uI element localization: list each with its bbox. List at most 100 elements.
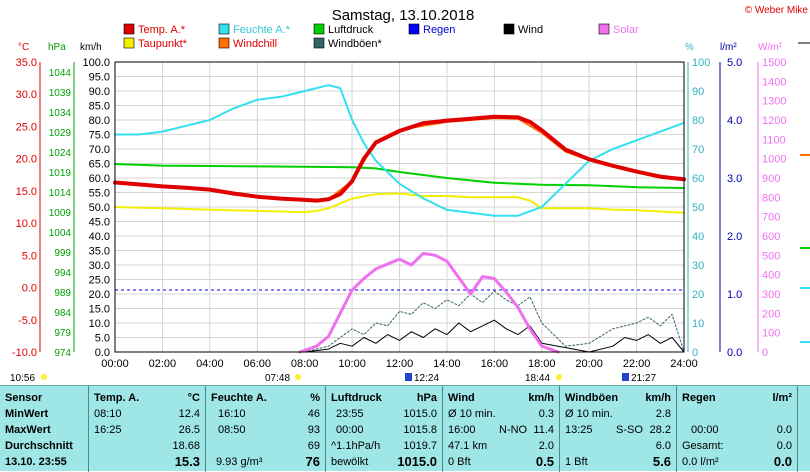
wind-unit: km/h: [528, 392, 554, 404]
humidity-absolute: 9.93 g/m³: [216, 456, 263, 468]
row-label-max: MaxWert: [5, 424, 51, 436]
wind-column: Wind km/h Ø 10 min. 0.3 16:00 N-NO 11.4 47.1…: [442, 386, 559, 472]
legend-label-luftdruck: Luftdruck: [328, 24, 374, 36]
wind-avg10-label: Ø 10 min.: [448, 408, 496, 420]
gust-max-direction: S-SO: [616, 424, 643, 436]
pressure-axis-tick-label: 1024: [49, 148, 72, 159]
wind-axis-tick-label: 80.0: [89, 115, 110, 127]
humidity-axis-tick-label: 0: [692, 347, 698, 359]
legend-label-windchill: Windchill: [233, 38, 277, 50]
wind-max-direction: N-NO: [499, 424, 528, 436]
axis-title-celsius: °C: [18, 42, 29, 53]
wind-current-value: 0.5: [535, 454, 554, 469]
solar-axis-tick-label: 1500: [762, 57, 786, 69]
legend-swatch-solar: [598, 23, 610, 35]
x-tick-label: 08:00: [291, 358, 319, 370]
solar-axis-tick-label: 1300: [762, 96, 786, 108]
x-tick-label: 24:00: [670, 358, 698, 370]
temp-axis-tick-label: 25.0: [16, 121, 37, 133]
humidity-axis-tick-label: 40: [692, 231, 704, 243]
legend-label-regen: Regen: [423, 24, 455, 36]
wind-axis-tick-label: 50.0: [89, 202, 110, 214]
rain-current-note: 0.0 l/m²: [682, 456, 719, 468]
x-tick-label: 20:00: [575, 358, 603, 370]
temp-current-value: 15.3: [174, 454, 200, 469]
humidity-axis-tick-label: 80: [692, 115, 704, 127]
rain-axis-tick-label: 4.0: [727, 115, 742, 127]
temp-axis-tick-label: 0.0: [22, 283, 37, 295]
wind-axis-tick-label: 100.0: [82, 57, 110, 69]
wind-axis-tick-label: 90.0: [89, 86, 110, 98]
rain-total-label: Gesamt:: [682, 440, 724, 452]
row-label-avg: Durchschnitt: [5, 440, 73, 452]
temp-header: Temp. A.: [94, 392, 140, 404]
temp-axis-tick-label: -5.0: [18, 315, 37, 327]
wind-axis-tick-label: 10.0: [89, 318, 110, 330]
x-tick-label: 22:00: [623, 358, 651, 370]
solar-axis-tick-label: 800: [762, 192, 780, 204]
solar-axis-tick-label: 1200: [762, 115, 786, 127]
legend: Temp. A.* Feuchte A.* Luftdruck Regen Wind So…: [123, 23, 639, 50]
rain-axis-tick-label: 1.0: [727, 289, 742, 301]
sunset-icon: [556, 374, 562, 380]
humidity-max-value: 93: [307, 424, 320, 436]
wind-axis-tick-label: 5.0: [95, 333, 110, 345]
legend-label-feuchte: Feuchte A.*: [233, 24, 291, 36]
wind-axis-tick-label: 30.0: [89, 260, 110, 272]
legend-swatch-taupunkt: [123, 37, 135, 49]
temp-axis-tick-label: 30.0: [16, 89, 37, 101]
pressure-axis-tick-label: 994: [54, 268, 71, 279]
wind-axis-tick-label: 25.0: [89, 275, 110, 287]
gust-avg-value: 6.0: [655, 440, 671, 452]
rain-header: Regen: [682, 392, 716, 404]
pressure-forecast: bewölkt: [331, 456, 369, 468]
series-line-wind: [161, 319, 685, 353]
sensor-column: Sensor MinWert MaxWert Durchschnitt 13.1…: [0, 386, 88, 472]
x-tick-label: 00:00: [101, 358, 129, 370]
solar-axis-tick-label: 1100: [762, 134, 786, 146]
pressure-avg-value: 1019.7: [403, 440, 437, 452]
legend-label-taupunkt: Taupunkt*: [138, 38, 188, 50]
x-tick-label: 14:00: [433, 358, 461, 370]
gust-max-value: 28.2: [649, 424, 671, 436]
sensor-header: Sensor: [5, 392, 43, 404]
time-mark-left: 10:56: [10, 373, 35, 384]
humidity-current-value: 76: [305, 454, 320, 469]
wind-axis-tick-label: 40.0: [89, 231, 110, 243]
pressure-axis-tick-label: 1034: [49, 108, 72, 119]
legend-label-temp: Temp. A.*: [138, 24, 186, 36]
pressure-current-value: 1015.0: [397, 454, 437, 469]
gust-avg10-label: Ø 10 min.: [565, 408, 613, 420]
rain-column: Regen l/m² 00:00 0.0 Gesamt: 0.0 0.0 l/m² 0.…: [676, 386, 797, 472]
rain-axis-tick-label: 2.0: [727, 231, 742, 243]
pressure-header: Luftdruck: [331, 392, 382, 404]
wind-axis-tick-label: 45.0: [89, 217, 110, 229]
x-tick-label: 18:00: [528, 358, 556, 370]
x-tick-label: 06:00: [243, 358, 271, 370]
sunrise-icon: [295, 374, 301, 380]
pressure-min-value: 1015.0: [403, 408, 437, 420]
legend-swatch-wind: [503, 23, 515, 35]
gust-max-time: 13:25: [565, 424, 593, 436]
pressure-min-time: 23:55: [336, 408, 364, 420]
axis-title-lm2: l/m²: [720, 42, 737, 53]
right-edge-markers: [798, 42, 810, 343]
rain-current-value: 0.0: [773, 454, 792, 469]
temp-min-value: 12.4: [178, 408, 200, 420]
temp-max-time: 16:25: [94, 424, 122, 436]
x-tick-label: 16:00: [481, 358, 509, 370]
humidity-axis-tick-label: 90: [692, 86, 704, 98]
series-line-feuchte-a: [114, 84, 685, 217]
wind-avg10-value: 0.3: [538, 408, 554, 420]
pressure-trend: ^1.1hPa/h: [331, 440, 381, 452]
solar-axis-tick-label: 300: [762, 289, 780, 301]
temp-axis-tick-label: 35.0: [16, 57, 37, 69]
wind-axis-tick-label: 60.0: [89, 173, 110, 185]
humidity-axis-tick-label: 10: [692, 318, 704, 330]
chart-grid: [114, 61, 685, 353]
humidity-header: Feuchte A.: [211, 392, 267, 404]
pressure-axis-tick-label: 1039: [49, 88, 72, 99]
temp-unit: °C: [187, 392, 200, 404]
x-tick-label: 04:00: [196, 358, 224, 370]
rain-total-value: 0.0: [776, 440, 792, 452]
